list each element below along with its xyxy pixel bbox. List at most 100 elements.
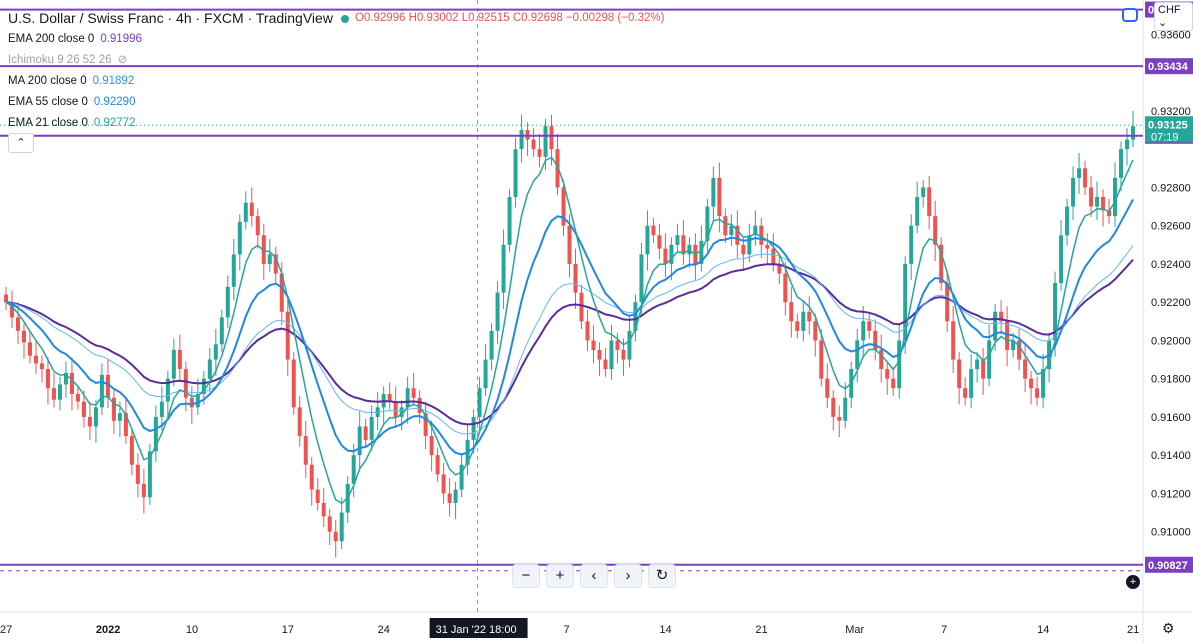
candle — [27, 342, 32, 356]
candle — [669, 244, 674, 264]
level-price-label: 0.90827 — [1148, 560, 1188, 572]
symbol-title[interactable]: U.S. Dollar / Swiss Franc · 4h · FXCM · … — [8, 10, 333, 26]
candle — [819, 340, 824, 379]
alert-icon[interactable] — [1122, 8, 1138, 22]
y-tick-label: 0.92000 — [1151, 335, 1191, 347]
scroll-left-button[interactable]: ‹ — [580, 564, 608, 588]
candle — [993, 311, 998, 341]
y-tick-label: 0.91600 — [1151, 412, 1191, 424]
gear-icon[interactable]: ⚙ — [1162, 620, 1175, 636]
candle — [1095, 196, 1100, 207]
candle — [339, 512, 344, 542]
candle — [441, 474, 446, 494]
candle — [783, 273, 788, 303]
zoom-in-button[interactable]: + — [546, 564, 574, 588]
indicator-row[interactable]: EMA 200 close 0 0.91996 — [8, 29, 670, 50]
time-axis-panel[interactable] — [0, 612, 1193, 643]
candle — [621, 349, 626, 360]
x-tick-label: Mar — [845, 624, 864, 636]
candle — [267, 254, 272, 264]
currency-selector[interactable]: CHF ⌄ — [1154, 2, 1193, 31]
candle — [453, 489, 458, 503]
candle — [81, 401, 86, 417]
candle — [489, 330, 494, 360]
candle — [99, 374, 104, 408]
candle — [507, 196, 512, 245]
candle — [57, 384, 62, 400]
candle — [1083, 168, 1088, 188]
candle — [747, 235, 752, 255]
candle — [417, 397, 422, 414]
y-tick-label: 0.93600 — [1151, 29, 1191, 41]
candle — [231, 254, 236, 287]
candle — [321, 502, 326, 517]
candle — [411, 388, 416, 398]
candle — [909, 225, 914, 264]
candle — [249, 202, 254, 217]
candle — [1005, 321, 1010, 350]
candle — [969, 369, 974, 398]
candle — [1089, 187, 1094, 207]
candle — [1065, 206, 1070, 236]
candle — [495, 292, 500, 331]
candle — [297, 407, 302, 437]
candle — [273, 254, 278, 274]
candle — [825, 378, 830, 398]
candle — [123, 413, 128, 437]
candle — [1113, 177, 1118, 217]
indicator-row[interactable]: MA 200 close 0 0.91892 — [8, 71, 670, 92]
candle — [1023, 359, 1028, 379]
candle — [477, 388, 482, 417]
add-icon[interactable]: + — [1126, 575, 1140, 589]
candle — [429, 436, 434, 456]
candle — [513, 149, 518, 197]
candle — [687, 244, 692, 255]
candle — [1107, 210, 1112, 217]
indicator-row[interactable]: EMA 55 close 0 0.92290 — [8, 92, 670, 113]
candle — [705, 206, 710, 241]
candle — [435, 455, 440, 475]
candle — [951, 321, 956, 360]
candle — [753, 225, 758, 236]
candle — [855, 340, 860, 370]
candle — [1071, 177, 1076, 207]
candle — [405, 388, 410, 408]
candle — [807, 311, 812, 322]
candle — [1041, 369, 1046, 398]
candle — [765, 244, 770, 249]
candle — [999, 311, 1004, 322]
candle — [651, 225, 656, 236]
reset-view-button[interactable]: ↻ — [648, 564, 676, 588]
price-axis-panel[interactable] — [1143, 0, 1193, 643]
collapse-legend-button[interactable]: ⌃ — [8, 133, 34, 153]
candle — [51, 388, 56, 400]
currency-label: CHF — [1158, 4, 1181, 16]
candle — [243, 202, 248, 222]
y-tick-label: 0.91400 — [1151, 450, 1191, 462]
candle — [1077, 168, 1082, 178]
candle — [537, 149, 542, 157]
candle — [861, 321, 866, 341]
indicator-row[interactable]: Ichimoku 9 26 52 26 ⊘ — [8, 50, 670, 71]
candle — [759, 225, 764, 245]
zoom-out-button[interactable]: − — [512, 564, 540, 588]
candle — [357, 426, 362, 456]
scroll-right-button[interactable]: › — [614, 564, 642, 588]
candle — [75, 393, 80, 402]
candle — [597, 349, 602, 360]
candle — [15, 317, 20, 331]
candle — [657, 235, 662, 249]
chart-legend: U.S. Dollar / Swiss Franc · 4h · FXCM · … — [8, 8, 670, 134]
candle — [801, 311, 806, 331]
hidden-eye-icon[interactable]: ⊘ — [117, 54, 128, 66]
indicator-label: Ichimoku 9 26 52 26 — [8, 54, 112, 66]
candle — [615, 340, 620, 350]
candle — [195, 393, 200, 408]
indicator-row[interactable]: EMA 21 close 0 0.92772 — [8, 113, 670, 134]
candle — [393, 401, 398, 417]
x-tick-label: 7 — [941, 624, 947, 636]
candle — [771, 248, 776, 264]
chart-navigation-toolbar: − + ‹ › ↻ — [512, 564, 676, 588]
candle — [555, 149, 560, 188]
